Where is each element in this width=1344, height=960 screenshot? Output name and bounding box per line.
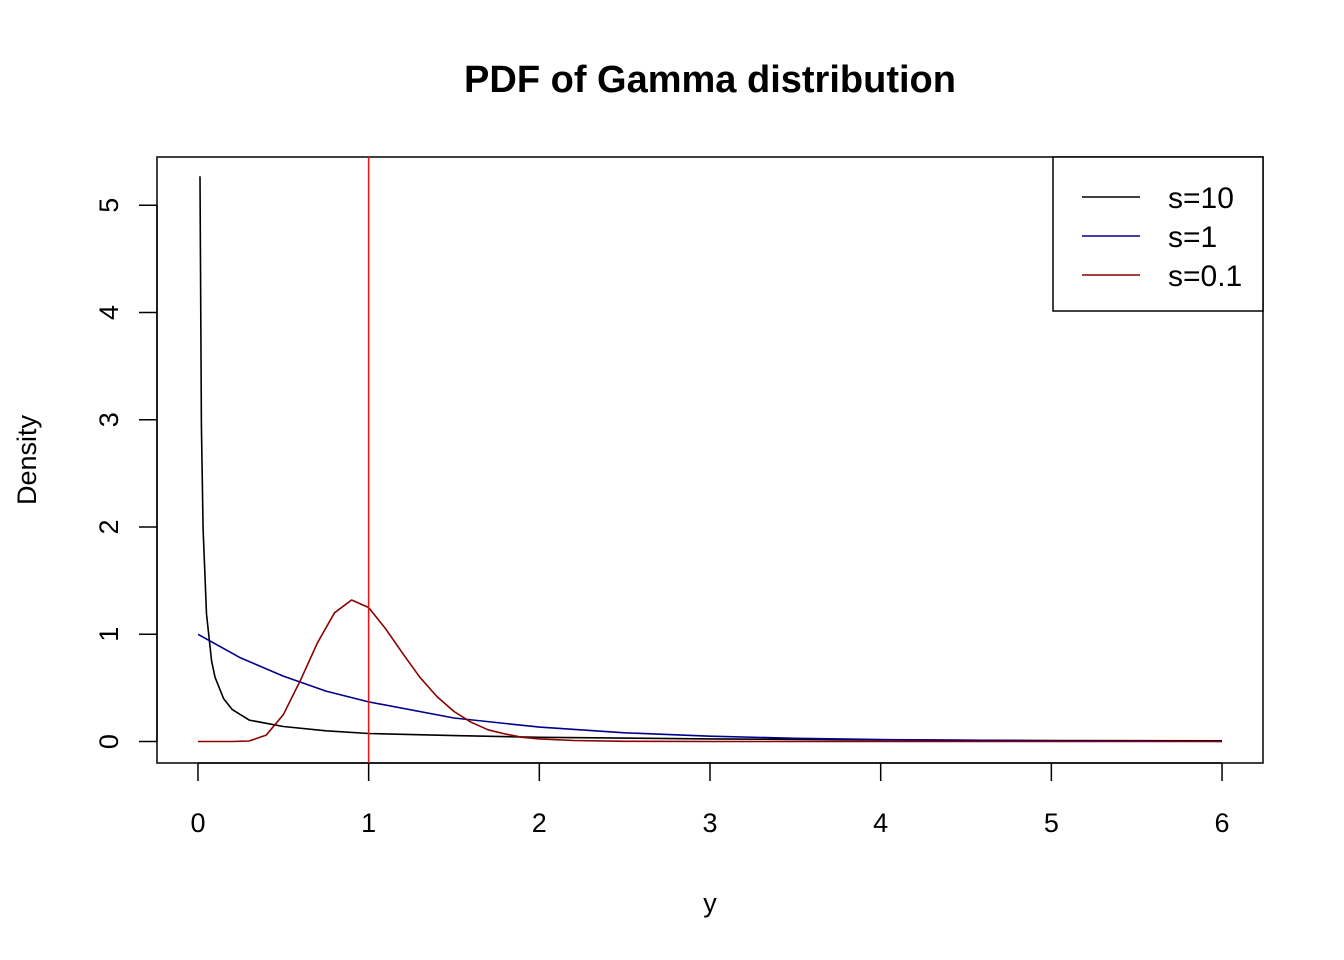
series-line — [199, 176, 1223, 742]
y-tick-label: 3 — [94, 412, 124, 427]
x-axis-label: y — [703, 888, 717, 918]
legend-label: s=0.1 — [1168, 260, 1242, 293]
chart-title: PDF of Gamma distribution — [464, 59, 956, 101]
y-tick-label: 0 — [94, 734, 124, 749]
legend: s=10 s=1 s=0.1 — [1052, 156, 1264, 312]
legend-box — [1052, 156, 1264, 312]
x-tick-label: 4 — [873, 808, 888, 838]
y-tick-label: 4 — [94, 305, 124, 320]
x-tick-label: 2 — [532, 808, 547, 838]
x-tick-label: 0 — [190, 808, 205, 838]
y-tick-label: 5 — [94, 198, 124, 213]
series-line — [198, 599, 1222, 743]
x-tick-label: 6 — [1215, 808, 1230, 838]
legend-label: s=10 — [1168, 182, 1234, 215]
x-tick-label: 3 — [702, 808, 717, 838]
x-tick-label: 5 — [1044, 808, 1059, 838]
x-tick-label: 1 — [361, 808, 376, 838]
legend-label: s=1 — [1168, 221, 1217, 254]
series-line — [197, 633, 1223, 743]
y-axis-label: Density — [12, 414, 42, 505]
y-tick-label: 1 — [94, 627, 124, 642]
y-tick-label: 2 — [94, 520, 124, 535]
y-axis: 0 1 2 3 4 5 — [94, 198, 158, 749]
series-layer — [197, 176, 1223, 743]
legend-items: s=10 s=1 s=0.1 — [1082, 182, 1242, 293]
